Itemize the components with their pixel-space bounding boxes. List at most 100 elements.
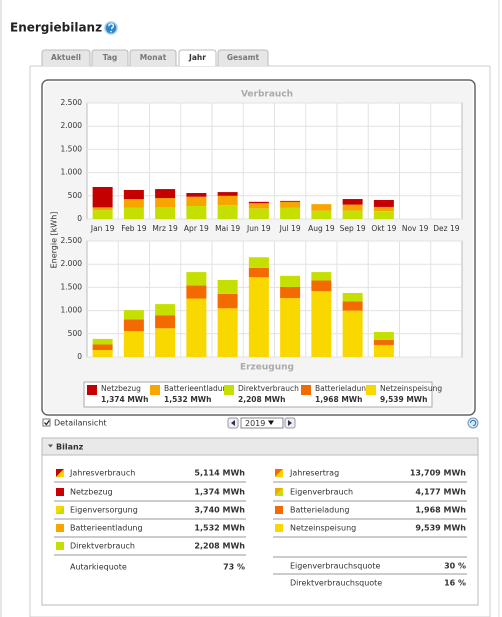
legend-label: Batterieentladung [164,384,232,393]
row-label: Batterieladung [290,506,349,515]
year-next[interactable] [284,417,296,429]
bar-segment [123,199,144,208]
row-icon [275,488,283,496]
tab[interactable] [178,49,217,66]
bar-segment [280,201,301,208]
bar-segment [92,210,113,219]
bar-segment [373,339,394,345]
bilanz-panel [41,437,479,606]
bar-segment [280,286,301,299]
x-tick-label: Okt 19 [371,224,396,233]
bar-segment [217,192,238,196]
quote-value: 16 % [444,579,466,588]
x-tick-label: Jul 19 [279,224,301,233]
tab[interactable] [41,49,91,66]
x-tick-label: Nov 19 [402,224,429,233]
bar-segment [217,293,238,309]
bar-segment [248,203,269,209]
row-value: 1,532 MWh [194,524,245,533]
bar-segment [186,196,207,207]
row-label: Jahresverbrauch [69,469,135,478]
bar-segment [155,207,176,219]
legend-label: Netzbezug [101,384,141,393]
tab-label: Gesamt [227,53,260,62]
y-tick-label: 1.000 [61,168,83,177]
chart-title: Erzeugung [240,363,294,373]
x-tick-label: Apr 19 [184,224,209,233]
legend-value: 1,374 MWh [101,395,148,404]
legend-value: 9,539 MWh [380,395,427,404]
row-value: 1,968 MWh [415,506,466,515]
bar-segment [155,189,176,199]
bar-segment [373,331,394,340]
row-label: Netzeinspeisung [290,524,356,533]
x-tick-label: Aug 19 [308,224,335,233]
year-prev[interactable] [227,417,239,429]
year-select[interactable] [240,417,284,429]
y-tick-label: 2.000 [61,259,83,268]
tab[interactable] [217,49,269,66]
y-axis-label: Energie [kWh] [50,212,59,269]
bar-segment [342,204,363,211]
legend-swatch [224,385,234,395]
quote-label: Eigenverbrauchsquote [290,562,380,571]
y-tick-label: 500 [68,191,83,200]
bilanz-header[interactable] [41,437,479,456]
bar-segment [123,310,144,320]
tab[interactable] [129,49,177,66]
x-tick-label: Jun 19 [246,224,271,233]
x-tick-label: Sep 19 [340,224,366,233]
legend-swatch [301,385,311,395]
bar-segment [92,344,113,351]
y-tick-label: 500 [68,329,83,338]
collapse-icon[interactable] [48,444,53,448]
row-icon [56,506,64,514]
refresh-icon[interactable] [467,417,479,429]
row-label: Netzbezug [70,488,113,497]
bar-segment [123,190,144,200]
bar-segment [217,308,238,357]
quote-label: Direktverbrauchsquote [290,579,382,588]
row-value: 13,709 MWh [410,469,466,478]
legend-label: Direktverbrauch [238,384,299,393]
x-tick-label: Mrz 19 [152,224,178,233]
chart-title: Verbrauch [241,90,293,100]
bar-segment [186,298,207,357]
help-icon[interactable] [104,21,118,35]
bar-segment [373,344,394,357]
quote-value: 30 % [444,562,466,571]
bar-segment [248,201,269,204]
bar-segment [155,198,176,208]
bar-segment [92,186,113,208]
bar-segment [123,331,144,357]
bar-segment [248,257,269,268]
tab[interactable] [91,49,129,66]
bar-segment [92,338,113,345]
y-tick-label: 1.500 [61,282,83,291]
legend-swatch [150,385,160,395]
year-value: 2019 [245,419,265,428]
detail-checkbox[interactable] [42,418,51,427]
bar-segment [123,319,144,332]
bar-segment [155,328,176,357]
bar-segment [186,285,207,299]
row-icon [275,469,283,477]
legend-swatch [366,385,376,395]
bar-segment [186,193,207,197]
bar-segment [248,267,269,278]
bar-segment [342,292,363,302]
bar-segment [342,310,363,357]
row-label: Eigenverbrauch [290,488,353,497]
row-label: Eigenversorgung [70,506,138,515]
row-value: 4,177 MWh [415,488,466,497]
row-icon [275,524,283,532]
bar-segment [248,277,269,357]
bar-segment [342,199,363,205]
bar-segment [217,279,238,294]
tab-label: Tag [103,53,118,62]
bar-segment [92,207,113,211]
bar-segment [311,210,332,219]
bar-segment [248,208,269,219]
row-icon [56,542,64,550]
